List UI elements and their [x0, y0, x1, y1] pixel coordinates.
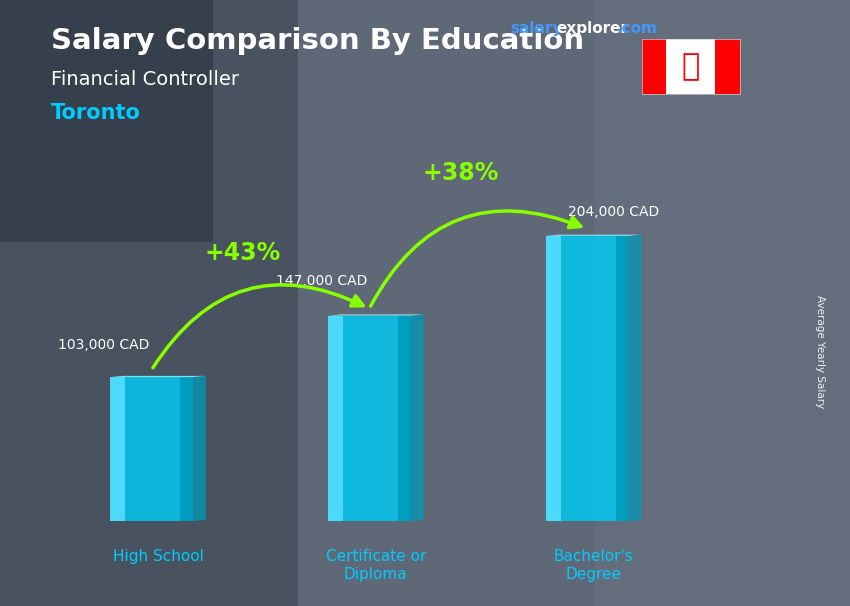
Bar	[0, 0, 212, 242]
Text: 🍁: 🍁	[682, 52, 700, 81]
Bar	[328, 316, 411, 521]
Text: 147,000 CAD: 147,000 CAD	[275, 274, 367, 288]
Bar	[715, 39, 740, 94]
Bar	[595, 0, 850, 606]
Bar	[398, 316, 411, 521]
Bar	[546, 236, 628, 521]
Bar	[666, 39, 715, 94]
Text: Toronto: Toronto	[51, 103, 141, 123]
Text: .com: .com	[616, 21, 657, 36]
Polygon shape	[110, 376, 206, 377]
Polygon shape	[328, 315, 423, 316]
Bar	[110, 377, 193, 521]
Text: explorer: explorer	[557, 21, 629, 36]
Bar	[110, 377, 125, 521]
Text: +43%: +43%	[205, 241, 281, 265]
Text: +38%: +38%	[422, 161, 499, 185]
Polygon shape	[193, 376, 206, 521]
Text: 204,000 CAD: 204,000 CAD	[568, 205, 659, 219]
Text: High School: High School	[112, 549, 203, 564]
Text: Bachelor's
Degree: Bachelor's Degree	[553, 549, 633, 582]
Bar	[642, 39, 666, 94]
Text: Financial Controller: Financial Controller	[51, 70, 239, 88]
Text: salary: salary	[510, 21, 563, 36]
Polygon shape	[628, 235, 642, 521]
Bar	[546, 236, 560, 521]
Text: Salary Comparison By Education: Salary Comparison By Education	[51, 27, 584, 55]
Bar	[298, 0, 595, 606]
Text: Certificate or
Diploma: Certificate or Diploma	[326, 549, 426, 582]
Bar	[180, 377, 193, 521]
Polygon shape	[411, 315, 423, 521]
Polygon shape	[546, 235, 642, 236]
Bar	[616, 236, 628, 521]
Bar	[328, 316, 343, 521]
Text: 103,000 CAD: 103,000 CAD	[58, 338, 150, 352]
Text: Average Yearly Salary: Average Yearly Salary	[815, 295, 825, 408]
Bar	[0, 0, 298, 606]
